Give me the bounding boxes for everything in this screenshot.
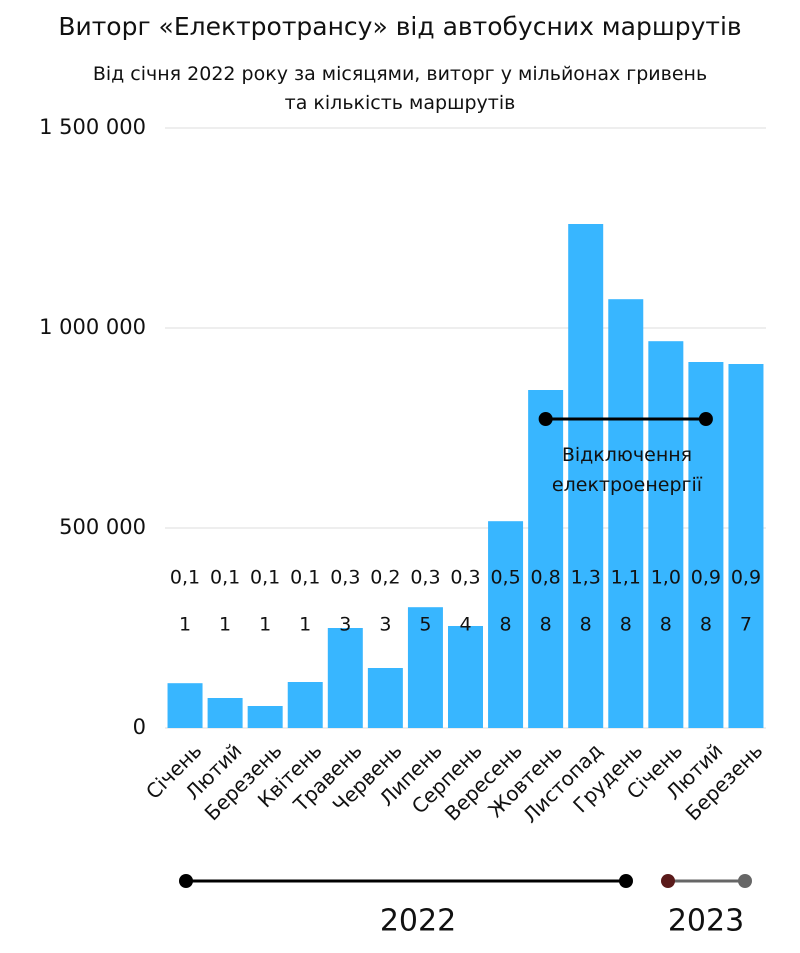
route-count: 3 <box>379 614 391 636</box>
value-label: 0,3 <box>410 567 440 589</box>
bar <box>167 683 203 728</box>
route-count: 8 <box>660 614 672 636</box>
bar <box>407 607 443 728</box>
period-label: 2022 <box>380 904 456 939</box>
chart-subtitle: Від січня 2022 року за місяцями, виторг … <box>92 63 708 114</box>
bar <box>488 521 524 728</box>
bar <box>608 299 644 728</box>
annotation-dot <box>538 412 553 426</box>
value-label: 0,5 <box>490 567 520 589</box>
value-label: 0,3 <box>450 567 480 589</box>
annotation-dot <box>698 412 713 426</box>
period-dot <box>179 874 193 888</box>
bar <box>568 224 604 728</box>
value-label: 0,1 <box>290 567 320 589</box>
route-count: 5 <box>419 614 431 636</box>
route-count: 8 <box>580 614 592 636</box>
y-tick-label: 500 000 <box>59 515 146 539</box>
chart-title: Виторг «Електротрансу» від автобусних ма… <box>58 12 742 41</box>
value-label: 0,8 <box>531 567 561 589</box>
y-tick-label: 1 500 000 <box>39 115 146 139</box>
bar <box>247 706 283 728</box>
period-dot <box>619 874 633 888</box>
route-count: 4 <box>459 614 471 636</box>
route-count: 1 <box>259 614 271 636</box>
bar <box>207 698 243 728</box>
y-tick-label: 1 000 000 <box>39 315 146 339</box>
value-label: 1,0 <box>651 567 681 589</box>
value-label: 0,1 <box>250 567 280 589</box>
bar <box>528 390 564 728</box>
value-label: 0,1 <box>170 567 200 589</box>
route-count: 1 <box>219 614 231 636</box>
bar <box>648 341 684 728</box>
bar <box>367 668 403 728</box>
route-count: 8 <box>700 614 712 636</box>
route-count: 8 <box>540 614 552 636</box>
y-tick-label: 0 <box>133 715 146 739</box>
bar <box>287 682 323 728</box>
route-count: 1 <box>179 614 191 636</box>
bar <box>728 364 764 728</box>
period-dot <box>738 874 752 888</box>
route-count: 3 <box>339 614 351 636</box>
bar <box>448 626 483 728</box>
value-label: 0,1 <box>210 567 240 589</box>
value-label: 0,3 <box>330 567 360 589</box>
route-count: 7 <box>740 614 752 636</box>
period-dot <box>661 874 675 888</box>
route-count: 8 <box>500 614 512 636</box>
period-label: 2023 <box>668 904 744 939</box>
route-count: 8 <box>620 614 632 636</box>
value-label: 0,2 <box>370 567 400 589</box>
route-count: 1 <box>299 614 311 636</box>
value-label: 1,1 <box>611 567 641 589</box>
value-label: 0,9 <box>731 567 761 589</box>
value-label: 1,3 <box>571 567 601 589</box>
annotation: Відключення електроенергії <box>551 444 703 496</box>
value-label: 0,9 <box>691 567 721 589</box>
bar <box>327 628 363 728</box>
